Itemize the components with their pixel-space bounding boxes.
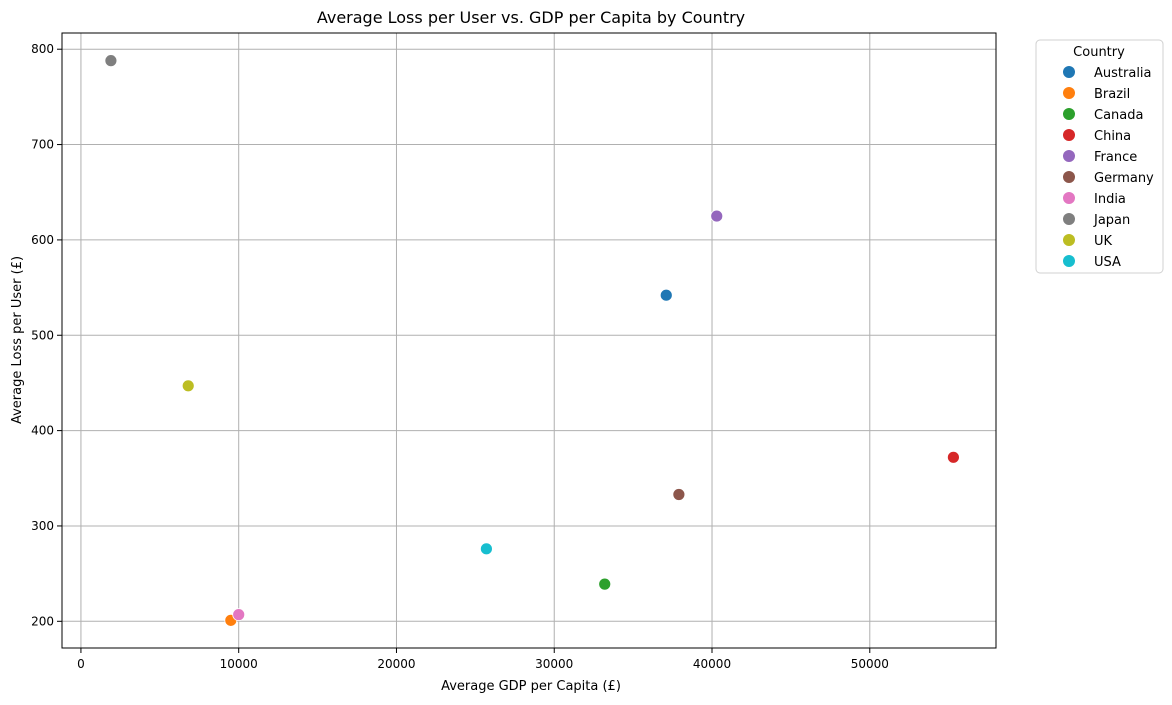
legend-label: France [1094,150,1137,165]
legend-label: USA [1094,255,1121,270]
x-axis-label: Average GDP per Capita (£) [441,679,621,694]
data-point-usa [480,542,493,556]
data-point-uk [181,379,195,393]
axes: 0 10000 20000 30000 40000 50000 200 300 400 500 60… [31,32,997,671]
legend-item-china: China [1063,129,1131,144]
legend-marker [1063,150,1075,162]
plot-frame [61,32,997,649]
y-tick-label: 400 [31,424,54,438]
y-tick-label: 200 [31,614,54,628]
legend-item-india: India [1063,192,1126,207]
y-tick-label: 300 [31,519,54,533]
legend-label: Brazil [1094,87,1130,102]
chart-title: Average Loss per User vs. GDP per Capita… [317,8,745,27]
data-point-india [232,608,246,622]
legend-label: Canada [1094,108,1143,123]
legend: Country Australia Brazil Canada China France… [1035,39,1164,274]
legend-item-canada: Canada [1063,108,1143,123]
legend-marker [1063,87,1075,99]
legend-label: Australia [1094,66,1152,81]
legend-label: India [1094,192,1126,207]
legend-title: Country [1073,45,1125,60]
x-tick-label: 10000 [220,657,258,671]
legend-item-uk: UK [1063,234,1113,249]
data-point-germany [672,488,686,501]
legend-item-usa: USA [1063,255,1121,270]
legend-marker [1063,129,1075,141]
data-points [104,54,960,627]
legend-label: Germany [1094,171,1154,186]
legend-item-france: France [1063,150,1137,165]
data-point-australia [659,288,673,302]
legend-label: China [1094,129,1131,144]
legend-label: Japan [1093,213,1130,228]
legend-marker [1063,192,1075,204]
legend-item-australia: Australia [1063,66,1152,81]
legend-label: UK [1094,234,1113,249]
x-tick-label: 40000 [693,657,731,671]
data-point-france [710,209,724,223]
data-point-china [947,450,960,464]
x-tick-label: 20000 [377,657,415,671]
legend-marker [1063,108,1075,120]
legend-marker [1063,171,1075,183]
data-point-japan [104,54,118,68]
legend-item-japan: Japan [1063,213,1130,228]
legend-item-germany: Germany [1063,171,1154,186]
legend-items: Australia Brazil Canada China France Germany I… [1063,66,1154,270]
data-point-canada [598,577,612,591]
legend-marker [1063,234,1075,246]
x-tick-label: 50000 [851,657,889,671]
legend-marker [1063,213,1075,225]
y-tick-label: 800 [31,42,54,56]
y-tick-label: 700 [31,138,54,152]
y-axis-label: Average Loss per User (£) [10,256,25,424]
legend-marker [1063,66,1075,78]
y-tick-label: 600 [31,233,54,247]
legend-item-brazil: Brazil [1063,87,1130,102]
x-tick-label: 30000 [535,657,573,671]
y-tick-label: 500 [31,328,54,342]
legend-marker [1063,255,1075,267]
x-tick-label: 0 [77,657,85,671]
grid-lines [62,33,996,648]
